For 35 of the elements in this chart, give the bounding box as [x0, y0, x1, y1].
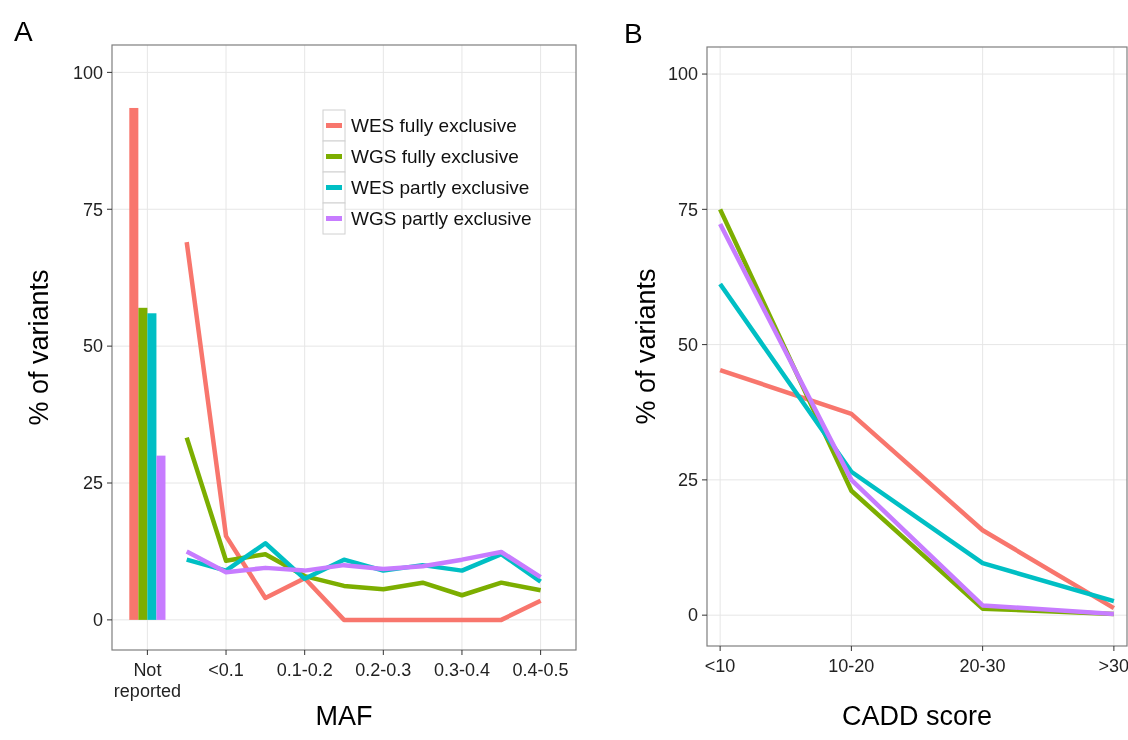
- chart-title: A: [14, 16, 33, 47]
- line-series: [717, 367, 1117, 611]
- y-tick-label: 0: [687, 605, 698, 626]
- x-tick-label: 0.3-0.4: [433, 660, 490, 680]
- y-axis-title: % of variants: [24, 269, 54, 426]
- legend-label: WES fully exclusive: [351, 115, 517, 137]
- y-tick-label: 50: [82, 336, 103, 357]
- x-axis-title: CADD score: [841, 701, 993, 731]
- y-tick-label: 0: [92, 610, 103, 631]
- y-tick-label: 100: [72, 62, 103, 83]
- x-tick-label: >30: [1098, 656, 1128, 676]
- line-series: [184, 435, 543, 598]
- chart-title: B: [624, 18, 643, 49]
- x-tick-label: 0.2-0.3: [355, 660, 412, 680]
- line-series: [184, 549, 543, 580]
- legend-label: WGS partly exclusive: [351, 208, 532, 230]
- line-series: [717, 281, 1117, 604]
- y-tick-label: 75: [82, 199, 103, 220]
- x-tick-label: 0.4-0.5: [512, 660, 569, 680]
- y-axis-title: % of variants: [631, 268, 661, 425]
- y-tick-label: 75: [677, 199, 698, 220]
- x-tick-label: <0.1: [208, 660, 244, 680]
- y-tick-label: 25: [82, 473, 103, 494]
- x-tick-label: 20-30: [959, 656, 1006, 676]
- x-axis-title: MAF: [315, 701, 373, 731]
- y-tick-label: 100: [667, 64, 698, 85]
- x-tick-label: <10: [704, 656, 736, 676]
- legend-label: WGS fully exclusive: [351, 146, 519, 168]
- legend-label: WES partly exclusive: [351, 177, 530, 199]
- x-tick-label: 10-20: [828, 656, 875, 676]
- y-tick-label: 25: [677, 470, 698, 491]
- x-tick-label: Not reported: [113, 660, 181, 701]
- x-tick-label: 0.1-0.2: [276, 660, 333, 680]
- y-tick-label: 50: [677, 334, 698, 355]
- line-series: [184, 239, 543, 623]
